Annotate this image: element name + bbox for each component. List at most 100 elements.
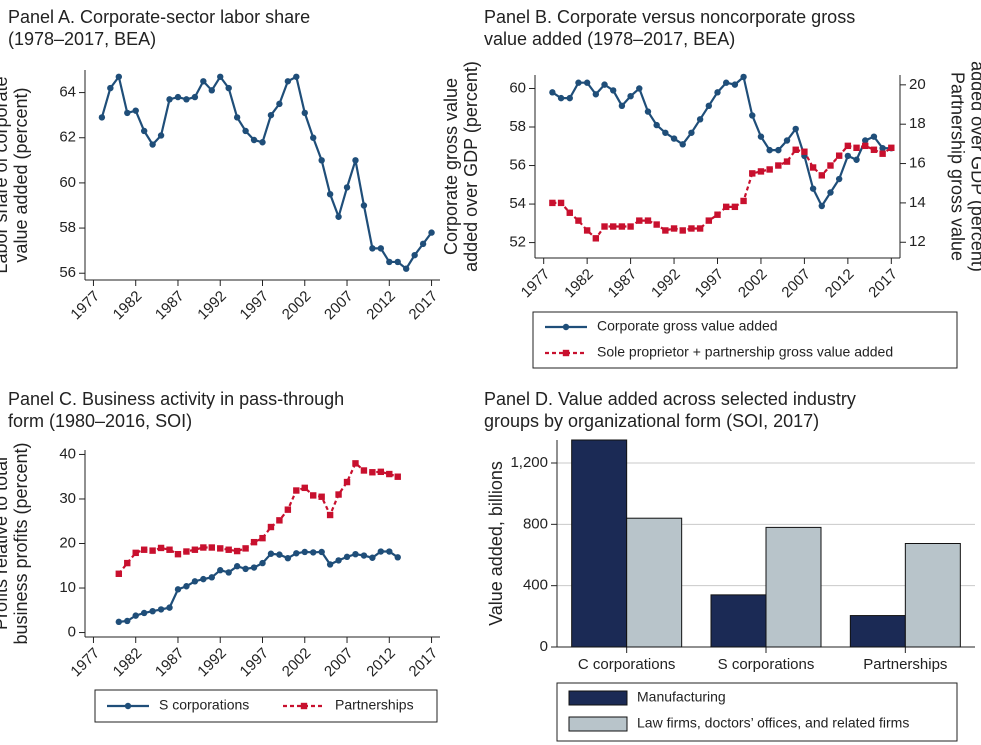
bar bbox=[626, 517, 683, 648]
marker bbox=[360, 467, 368, 474]
y-axis-label: business profits (percent) bbox=[11, 442, 31, 644]
marker bbox=[827, 162, 834, 169]
marker bbox=[757, 133, 765, 140]
marker bbox=[627, 223, 634, 230]
marker bbox=[166, 96, 173, 103]
marker bbox=[592, 91, 600, 98]
marker bbox=[844, 152, 852, 160]
chart-title: Panel B. Corporate versus noncorporate g… bbox=[484, 7, 855, 27]
marker bbox=[335, 491, 342, 498]
marker bbox=[343, 184, 351, 191]
chart-title: (1978–2017, BEA) bbox=[8, 29, 156, 49]
marker bbox=[688, 129, 695, 136]
marker bbox=[360, 202, 368, 209]
marker bbox=[740, 73, 747, 81]
x-tick-label: 1982 bbox=[110, 645, 146, 681]
marker bbox=[343, 553, 351, 561]
marker bbox=[369, 554, 376, 561]
marker bbox=[191, 546, 199, 553]
x-tick-label: 1977 bbox=[67, 645, 103, 681]
x-tick-label: 1992 bbox=[194, 288, 230, 324]
chart-title: form (1980–2016, SOI) bbox=[8, 411, 192, 431]
series-line bbox=[552, 144, 892, 240]
marker bbox=[644, 217, 652, 224]
marker bbox=[233, 563, 241, 570]
marker bbox=[792, 146, 799, 153]
marker bbox=[618, 223, 626, 230]
marker bbox=[809, 164, 817, 171]
marker bbox=[618, 102, 626, 110]
y-tick-label: 58 bbox=[59, 219, 76, 236]
y-tick-label: 0 bbox=[540, 638, 548, 655]
marker bbox=[124, 617, 131, 625]
marker bbox=[157, 132, 165, 139]
marker bbox=[766, 166, 773, 173]
marker bbox=[115, 618, 123, 626]
marker bbox=[217, 73, 224, 80]
marker bbox=[601, 81, 608, 88]
x-tick-label: 1997 bbox=[692, 266, 728, 302]
marker bbox=[301, 484, 308, 492]
x-tick-label: S corporations bbox=[718, 656, 815, 673]
marker bbox=[369, 469, 376, 476]
y2-axis-label: Partnership gross value bbox=[947, 72, 967, 261]
x-tick-label: 2012 bbox=[363, 645, 399, 681]
x-tick-label: 2017 bbox=[406, 645, 442, 681]
marker bbox=[352, 460, 359, 467]
marker bbox=[879, 150, 886, 157]
marker bbox=[749, 112, 756, 119]
marker bbox=[293, 487, 300, 494]
series-line bbox=[100, 74, 433, 271]
marker bbox=[844, 142, 852, 150]
marker bbox=[705, 102, 713, 110]
chart-title: groups by organizational form (SOI, 2017… bbox=[484, 411, 819, 431]
marker bbox=[200, 544, 207, 551]
marker bbox=[276, 551, 283, 558]
marker bbox=[318, 493, 325, 500]
marker bbox=[267, 523, 275, 531]
marker bbox=[140, 546, 148, 553]
marker bbox=[183, 96, 190, 103]
series-line bbox=[117, 461, 399, 575]
marker bbox=[267, 550, 275, 557]
marker bbox=[386, 548, 393, 555]
marker bbox=[679, 141, 686, 148]
panel: Panel D. Value added across selected ind… bbox=[484, 389, 975, 742]
marker bbox=[310, 492, 317, 499]
marker bbox=[259, 559, 266, 567]
marker bbox=[679, 227, 686, 234]
bar bbox=[571, 439, 628, 648]
y-axis-label: Profits relative to total bbox=[0, 457, 11, 630]
chart-title: Panel C. Business activity in pass-throu… bbox=[8, 389, 344, 409]
marker bbox=[583, 79, 591, 86]
marker bbox=[549, 89, 556, 96]
marker bbox=[157, 544, 165, 552]
x-tick-label: 2002 bbox=[279, 645, 315, 681]
bar bbox=[765, 526, 822, 648]
marker bbox=[166, 546, 173, 553]
marker bbox=[225, 546, 232, 553]
marker bbox=[217, 545, 224, 552]
marker bbox=[276, 100, 283, 108]
chart-title: Panel D. Value added across selected ind… bbox=[484, 389, 856, 409]
marker bbox=[428, 229, 435, 236]
marker bbox=[818, 172, 825, 179]
bar bbox=[849, 615, 906, 648]
marker bbox=[853, 156, 860, 163]
marker bbox=[749, 170, 756, 177]
marker bbox=[575, 217, 582, 224]
marker bbox=[124, 109, 131, 117]
marker bbox=[326, 561, 334, 568]
marker bbox=[722, 203, 730, 211]
marker bbox=[627, 92, 634, 100]
x-tick-label: 2002 bbox=[735, 266, 771, 302]
marker bbox=[562, 349, 570, 357]
x-tick-label: 2012 bbox=[363, 288, 399, 324]
marker bbox=[267, 111, 275, 119]
marker bbox=[174, 586, 182, 593]
marker bbox=[326, 190, 334, 198]
x-tick-label: 1977 bbox=[518, 266, 554, 302]
x-tick-label: 1977 bbox=[67, 288, 103, 324]
y-tick-label: 20 bbox=[59, 534, 76, 551]
marker bbox=[601, 223, 608, 230]
